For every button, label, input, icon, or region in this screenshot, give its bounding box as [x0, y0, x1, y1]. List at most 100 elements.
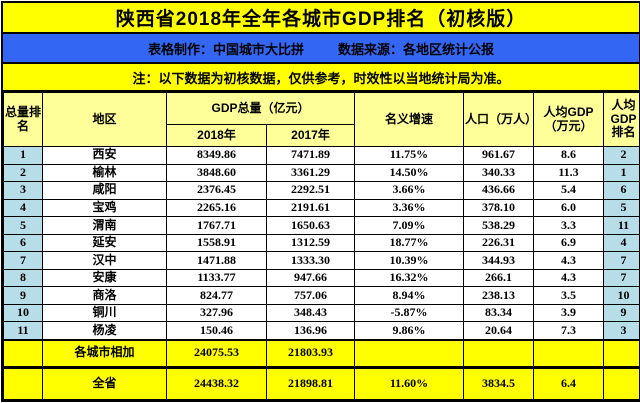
- growth-cell: -5.87%: [355, 304, 464, 322]
- gdp-2018-cell: 2376.45: [167, 182, 267, 200]
- gdp-2017-cell: 947.66: [267, 269, 355, 287]
- gdp-2018-cell: 150.46: [167, 322, 267, 340]
- header-year-2018: 2018年: [167, 125, 267, 147]
- per-capita-rank-cell: 2: [604, 147, 640, 165]
- credits-bar: 表格制作：中国城市大比拼 数据来源：各地区统计公报: [3, 34, 639, 64]
- region-cell: 各城市相加: [43, 340, 167, 368]
- gdp-2017-cell: 757.06: [267, 287, 355, 305]
- per-capita-rank-cell: 5: [604, 199, 640, 217]
- region-cell: 汉中: [43, 252, 167, 270]
- growth-cell: 3.36%: [355, 199, 464, 217]
- region-cell: 榆林: [43, 164, 167, 182]
- per-capita-rank-cell: 7: [604, 252, 640, 270]
- population-cell: 226.31: [464, 234, 534, 252]
- per-capita-cell: 3.5: [534, 287, 604, 305]
- growth-cell: 3.66%: [355, 182, 464, 200]
- population-cell: 20.64: [464, 322, 534, 340]
- per-capita-rank-cell: 10: [604, 287, 640, 305]
- header-region: 地区: [43, 93, 167, 147]
- growth-cell: 9.86%: [355, 322, 464, 340]
- per-capita-rank-cell: 6: [604, 182, 640, 200]
- rank-cell: [4, 340, 43, 368]
- per-capita-cell: [534, 340, 604, 368]
- gdp-2017-cell: 1650.63: [267, 217, 355, 235]
- rank-cell: 2: [4, 164, 43, 182]
- gdp-2018-cell: 24075.53: [167, 340, 267, 368]
- population-cell: 238.13: [464, 287, 534, 305]
- per-capita-rank-cell: 7: [604, 269, 640, 287]
- rank-cell: [4, 367, 43, 399]
- header-per-capita-rank: 人均GDP排名: [604, 93, 640, 147]
- rank-cell: 11: [4, 322, 43, 340]
- per-capita-rank-cell: 4: [604, 234, 640, 252]
- title-bar: 陕西省2018年全年各城市GDP排名（初核版）: [3, 3, 639, 34]
- table-header: 总量排名 地区 GDP总量（亿元） 名义增速 人口（万人） 人均GDP（万元） …: [4, 93, 640, 147]
- gdp-2017-cell: 21898.81: [267, 367, 355, 399]
- per-capita-rank-cell: 1: [604, 164, 640, 182]
- data-source-label: 数据来源：各地区统计公报: [338, 39, 494, 58]
- gdp-2018-cell: 1767.71: [167, 217, 267, 235]
- region-cell: 全省: [43, 367, 167, 399]
- gdp-2017-cell: 21803.93: [267, 340, 355, 368]
- population-cell: 378.10: [464, 199, 534, 217]
- per-capita-rank-cell: 9: [604, 304, 640, 322]
- note-bar: 注：以下数据为初核数据，仅供参考，时效性以当地统计局为准。: [3, 64, 639, 92]
- population-cell: 3834.5: [464, 367, 534, 399]
- region-cell: 安康: [43, 269, 167, 287]
- gdp-2017-cell: 2191.61: [267, 199, 355, 217]
- growth-cell: 18.77%: [355, 234, 464, 252]
- rank-cell: 10: [4, 304, 43, 322]
- per-capita-rank-cell: 11: [604, 217, 640, 235]
- gdp-table: 总量排名 地区 GDP总量（亿元） 名义增速 人口（万人） 人均GDP（万元） …: [3, 92, 640, 400]
- gdp-2017-cell: 1312.59: [267, 234, 355, 252]
- growth-cell: 11.75%: [355, 147, 464, 165]
- rank-cell: 3: [4, 182, 43, 200]
- per-capita-cell: 11.3: [534, 164, 604, 182]
- gdp-2017-cell: 136.96: [267, 322, 355, 340]
- per-capita-cell: 4.3: [534, 252, 604, 270]
- population-cell: 340.33: [464, 164, 534, 182]
- rank-cell: 8: [4, 269, 43, 287]
- population-cell: 266.1: [464, 269, 534, 287]
- rank-cell: 6: [4, 234, 43, 252]
- growth-cell: 10.39%: [355, 252, 464, 270]
- per-capita-rank-cell: [604, 340, 640, 368]
- gdp-2018-cell: 2265.16: [167, 199, 267, 217]
- gdp-2017-cell: 3361.29: [267, 164, 355, 182]
- gdp-2018-cell: 1471.88: [167, 252, 267, 270]
- rank-cell: 7: [4, 252, 43, 270]
- growth-cell: 11.60%: [355, 367, 464, 399]
- rank-cell: 4: [4, 199, 43, 217]
- per-capita-cell: 7.3: [534, 322, 604, 340]
- region-cell: 西安: [43, 147, 167, 165]
- per-capita-cell: 3.9: [534, 304, 604, 322]
- region-cell: 宝鸡: [43, 199, 167, 217]
- rank-cell: 5: [4, 217, 43, 235]
- rank-cell: 1: [4, 147, 43, 165]
- population-cell: 83.34: [464, 304, 534, 322]
- per-capita-cell: 4.3: [534, 269, 604, 287]
- gdp-2018-cell: 3848.60: [167, 164, 267, 182]
- growth-cell: [355, 340, 464, 368]
- note-text: 注：以下数据为初核数据，仅供参考，时效性以当地统计局为准。: [132, 68, 509, 87]
- region-cell: 商洛: [43, 287, 167, 305]
- header-per-capita: 人均GDP（万元）: [534, 93, 604, 147]
- gdp-2017-cell: 2292.51: [267, 182, 355, 200]
- per-capita-cell: 6.4: [534, 367, 604, 399]
- gdp-2018-cell: 8349.86: [167, 147, 267, 165]
- population-cell: 344.93: [464, 252, 534, 270]
- gdp-2018-cell: 1133.77: [167, 269, 267, 287]
- population-cell: 961.67: [464, 147, 534, 165]
- gdp-2017-cell: 7471.89: [267, 147, 355, 165]
- header-population: 人口（万人）: [464, 93, 534, 147]
- rank-cell: 9: [4, 287, 43, 305]
